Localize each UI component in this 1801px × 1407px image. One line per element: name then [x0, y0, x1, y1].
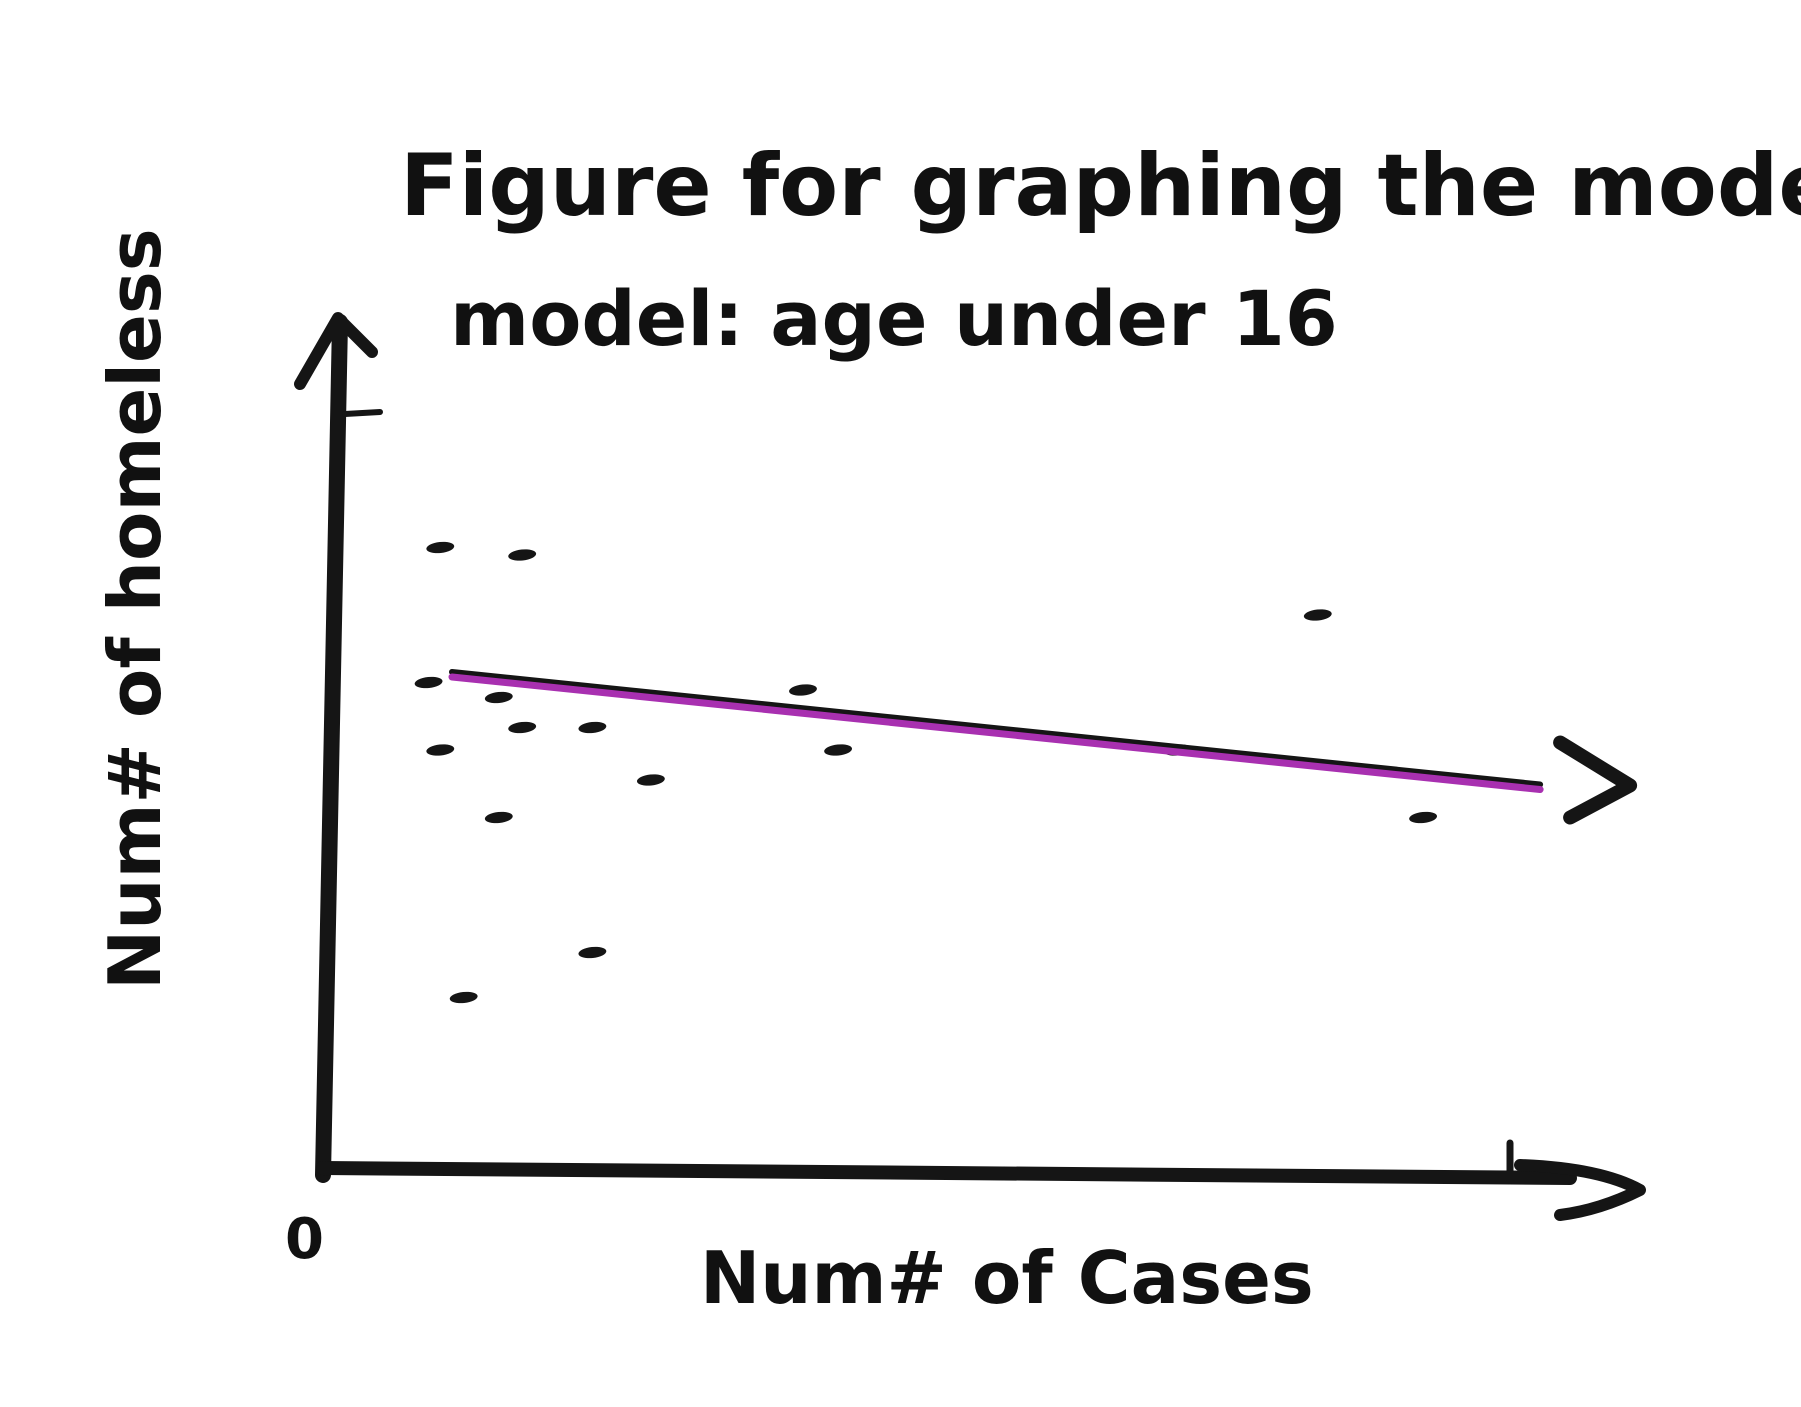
data-point-1 [426, 541, 455, 554]
data-point-12 [636, 774, 665, 786]
data-point-10 [824, 744, 853, 756]
data-point-15 [578, 946, 607, 959]
x-axis-label: Num# of Cases [700, 1236, 1314, 1320]
data-point-5 [789, 684, 817, 696]
y-axis-label: Num# of homeless [93, 228, 177, 990]
y-axis [294, 312, 383, 1183]
data-point-7 [508, 721, 537, 734]
data-point-4 [484, 691, 513, 704]
y-axis-tick [342, 409, 383, 417]
x-axis [316, 1139, 1646, 1221]
y-axis-arrowhead [294, 312, 378, 390]
chart-title: Figure for graphing the model [400, 136, 1801, 236]
fit-line-outline [449, 669, 1544, 788]
points-layer [414, 541, 1438, 1004]
y-axis-label-text: Num# of homeless [93, 228, 177, 990]
origin-label: 0 [285, 1207, 324, 1272]
data-point-9 [426, 744, 455, 756]
x-axis-line [316, 1161, 1577, 1185]
fit-line-arrowhead [1553, 735, 1638, 825]
data-point-2 [508, 549, 537, 561]
data-point-6 [1303, 609, 1332, 621]
data-point-16 [449, 991, 478, 1004]
data-point-14 [1409, 811, 1438, 824]
fit-layer [448, 669, 1638, 825]
y-axis-line [315, 314, 348, 1183]
x-axis-arrowhead [1514, 1159, 1646, 1221]
chart-subtitle: model: age under 16 [450, 274, 1338, 363]
data-point-13 [484, 811, 513, 824]
data-point-3 [414, 676, 443, 689]
data-point-8 [578, 721, 607, 734]
fit-line [448, 673, 1544, 793]
